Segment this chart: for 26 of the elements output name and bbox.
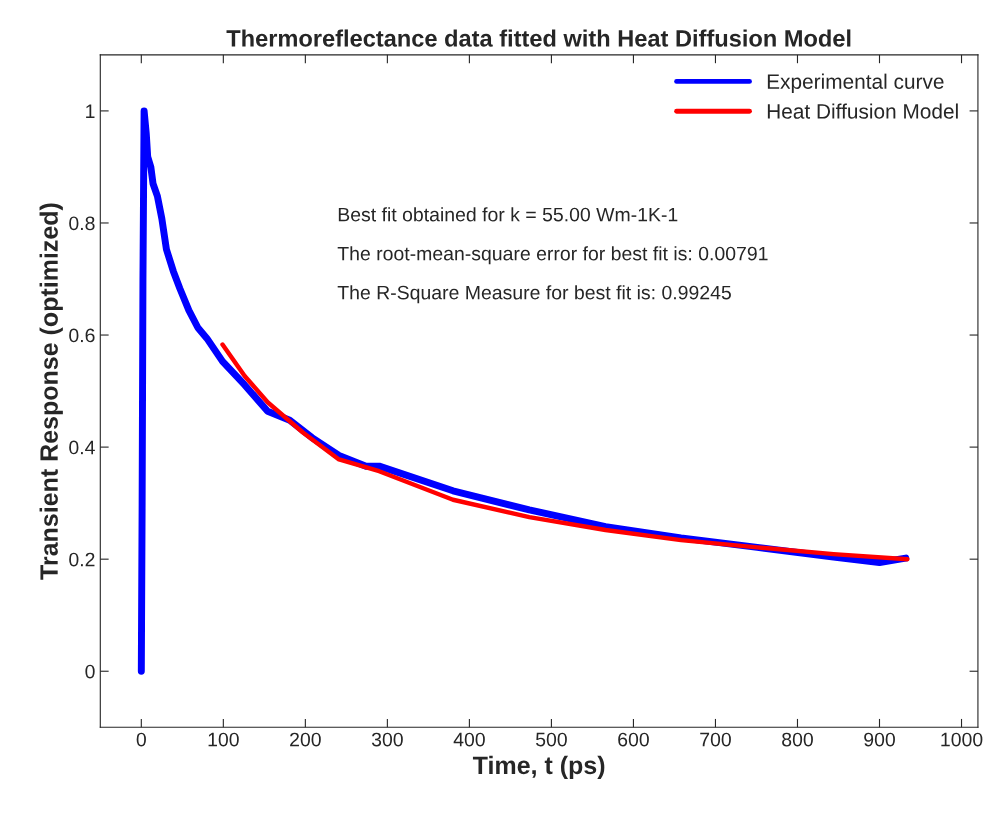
x-tick-label: 400 xyxy=(453,732,485,747)
line-series xyxy=(220,342,910,562)
x-tick-label: 0 xyxy=(136,732,146,747)
x-tick-label: 900 xyxy=(864,732,895,747)
annotation: The R-Square Measure for best fit is: 0.99245 xyxy=(337,285,731,304)
y-tick-label: 0 xyxy=(85,664,95,679)
x-axis-title: Time, t (ps) xyxy=(472,755,605,780)
annotation: The root-mean-square error for best fit is: 0.00791 xyxy=(337,246,768,265)
x-tick-label: 200 xyxy=(290,732,321,747)
x-tick-label: 100 xyxy=(208,732,239,747)
y-tick-label: 0.2 xyxy=(69,552,95,567)
x-tick-label: 600 xyxy=(618,732,649,747)
y-tick-label: 1 xyxy=(86,104,95,118)
y-axis-title: Transient Response (optimized) xyxy=(39,203,63,580)
y-tick-label: 0.6 xyxy=(69,328,95,343)
y-tick-label: 0.8 xyxy=(69,216,95,231)
legend-label: Experimental curve xyxy=(767,73,944,94)
x-tick-label: 800 xyxy=(782,732,813,747)
x-tick-label: 500 xyxy=(535,732,567,747)
x-tick-label: 1000 xyxy=(941,732,983,747)
y-tick-label: 0.4 xyxy=(69,440,95,455)
annotation: Best fit obtained for k = 55.00 Wm-1K-1 xyxy=(338,207,678,222)
x-tick-label: 300 xyxy=(371,732,403,747)
legend-label: Heat Diffusion Model xyxy=(767,103,958,119)
x-tick-label: 700 xyxy=(700,732,731,747)
chart-title: Thermoreflectance data fitted with Heat Diffusion Model xyxy=(226,29,851,47)
